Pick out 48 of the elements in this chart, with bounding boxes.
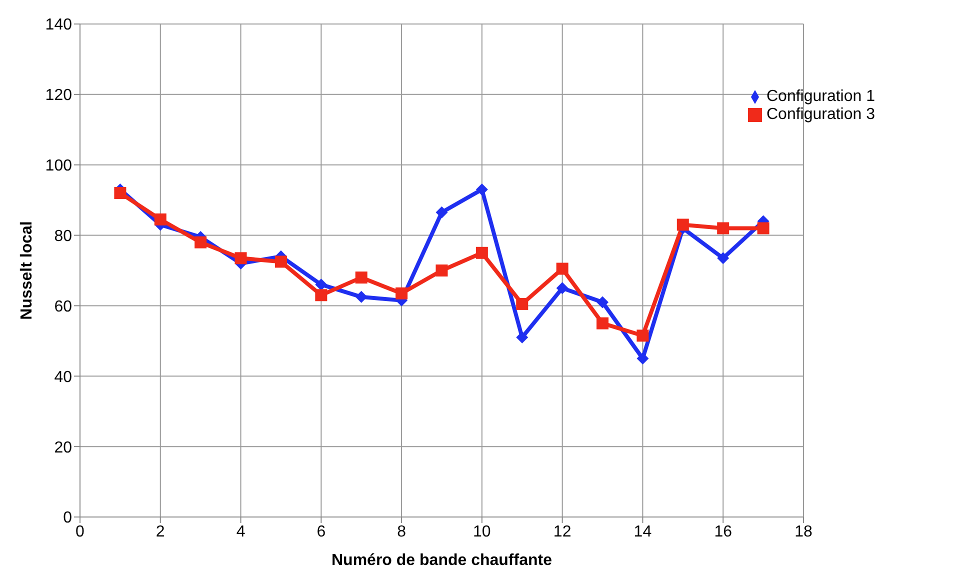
point: [476, 246, 488, 259]
point: [274, 256, 287, 268]
x-tick-label: 16: [714, 523, 732, 540]
y-tick-label: 140: [45, 16, 72, 34]
point: [355, 272, 368, 284]
point: [636, 330, 649, 342]
point: [717, 252, 730, 264]
point: [596, 296, 609, 308]
point: [556, 262, 568, 275]
point: [234, 252, 247, 264]
point: [114, 187, 126, 200]
point: [154, 213, 166, 226]
point: [436, 206, 448, 218]
point: [476, 184, 488, 196]
legend-label: Configuration 1: [766, 88, 875, 105]
point: [717, 222, 730, 234]
point: [636, 352, 649, 365]
x-tick-label: 8: [397, 523, 406, 540]
point: [355, 290, 368, 303]
x-tick-label: 6: [316, 523, 326, 540]
point: [315, 278, 328, 291]
x-tick-label: 10: [473, 523, 491, 540]
x-tick-label: 2: [156, 523, 165, 540]
x-tick-label: 18: [794, 523, 812, 540]
point: [396, 287, 408, 300]
x-tick-label: 14: [634, 523, 652, 540]
y-tick-label: 0: [63, 510, 72, 527]
point: [436, 264, 448, 276]
legend-label: Configuration 3: [766, 106, 875, 123]
y-tick-label: 20: [54, 439, 72, 456]
x-axis-title: Numéro de bande chauffante: [332, 552, 552, 569]
y-tick-label: 60: [54, 298, 72, 316]
point: [676, 218, 689, 231]
y-axis-title: Nusselt local: [18, 221, 36, 320]
x-tick-label: 4: [236, 523, 246, 540]
point: [596, 317, 609, 330]
x-tick-label: 12: [553, 523, 572, 540]
y-tick-label: 80: [54, 228, 72, 245]
point: [757, 222, 770, 234]
y-tick-label: 120: [45, 87, 72, 104]
point: [556, 282, 568, 294]
y-tick-label: 100: [45, 158, 72, 175]
y-tick-label: 40: [54, 368, 72, 386]
point: [516, 298, 528, 310]
point: [315, 289, 328, 302]
point: [194, 236, 207, 248]
point: [516, 331, 528, 344]
x-tick-label: 0: [76, 523, 85, 540]
